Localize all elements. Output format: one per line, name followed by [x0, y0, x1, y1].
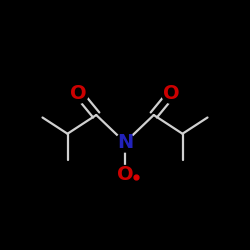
Circle shape [69, 84, 88, 103]
Circle shape [116, 133, 134, 152]
Text: O: O [163, 84, 180, 103]
Text: O: O [70, 84, 87, 103]
Text: O: O [117, 166, 133, 184]
Circle shape [116, 166, 134, 184]
Circle shape [162, 84, 181, 103]
Text: N: N [117, 133, 133, 152]
